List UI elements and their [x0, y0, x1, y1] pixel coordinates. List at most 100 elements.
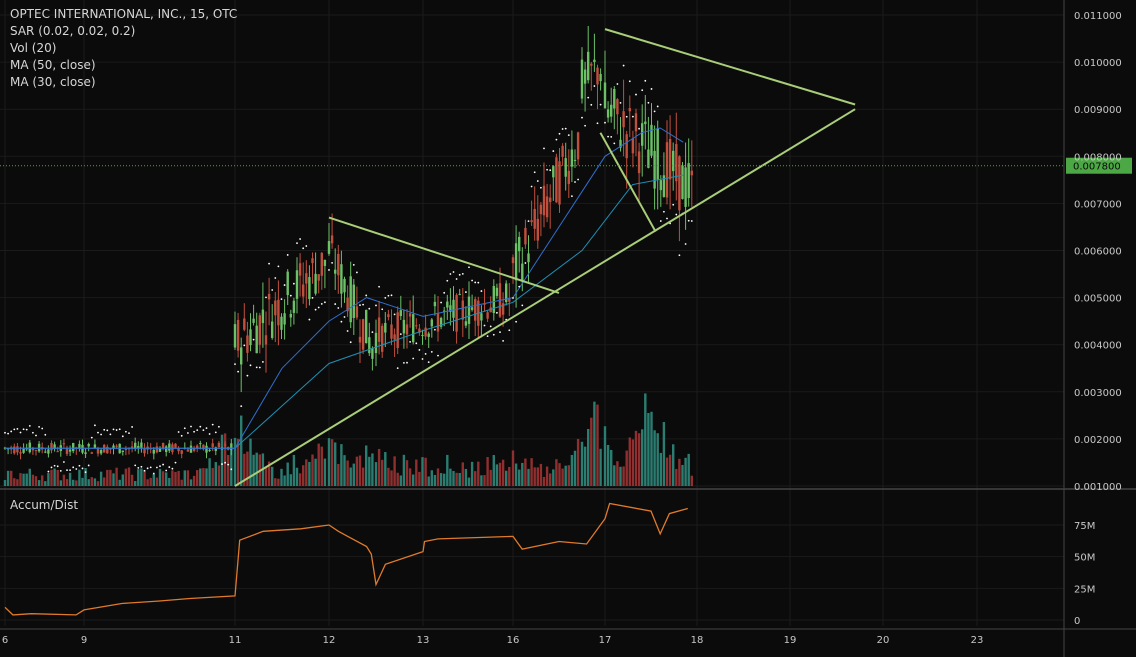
candle-body [634, 113, 638, 132]
volume-bar [158, 468, 162, 486]
sar-dot [84, 471, 87, 474]
candle-body [334, 269, 337, 274]
price-axis-tick-label: 0.007000 [1074, 199, 1122, 210]
candle-body [446, 301, 449, 308]
candle-body [255, 325, 258, 354]
volume-bar [295, 467, 299, 486]
candle-body [530, 220, 533, 223]
candle-body [656, 128, 659, 180]
candle-body [16, 446, 19, 453]
candle-body [390, 324, 393, 339]
sar-dot [678, 254, 681, 257]
sar-dot [574, 181, 576, 183]
volume-bar [264, 467, 268, 486]
sar-dot [162, 463, 165, 466]
candle-body [323, 259, 327, 266]
volume-bar [527, 468, 530, 486]
candle-body [50, 442, 53, 451]
sar-dot [558, 132, 561, 135]
sar-dot [659, 220, 662, 222]
candle-body [274, 300, 277, 316]
candle-body [470, 307, 474, 310]
candle-body [199, 443, 202, 445]
volume-bar [186, 470, 190, 486]
volume-bar [644, 393, 647, 486]
candle-body [590, 63, 593, 66]
candle-body [606, 109, 610, 118]
sar-dot [387, 294, 390, 297]
sar-dot [690, 220, 693, 222]
price-axis-tick-label: 0.008000 [1074, 152, 1122, 163]
candle-body [387, 314, 390, 318]
volume-bar [495, 464, 499, 486]
sar-dot [515, 320, 517, 323]
sar-dot [183, 427, 186, 430]
sar-dot [249, 364, 252, 367]
candle-body [545, 196, 549, 218]
sar-dot [149, 466, 152, 469]
volume-bar [390, 470, 393, 486]
sar-dot [337, 307, 340, 309]
volume-bar [631, 439, 635, 486]
sar-dot [286, 254, 289, 256]
volume-bar [334, 442, 337, 486]
candle-body [587, 51, 590, 81]
candle-body [616, 99, 619, 115]
volume-bar [271, 466, 274, 486]
candle-body [467, 296, 471, 324]
volume-bar [461, 462, 464, 486]
volume-bar [230, 446, 233, 486]
candle-body [405, 324, 409, 335]
volume-bar [521, 462, 524, 486]
candle-body [573, 159, 577, 161]
candle-body [690, 170, 693, 176]
volume-bar [675, 468, 678, 486]
sar-dot [549, 169, 552, 172]
sar-dot [619, 101, 622, 104]
sar-dot [421, 358, 424, 360]
sar-dot [409, 340, 411, 343]
sar-dot [221, 463, 223, 465]
candle-body [433, 301, 437, 307]
candle-body [402, 319, 406, 334]
volume-bar [552, 469, 555, 486]
volume-bar [99, 471, 103, 486]
candle-body [495, 287, 499, 296]
sar-dot [202, 429, 205, 432]
volume-bar [352, 463, 355, 486]
volume-bar [558, 463, 561, 486]
sar-dot [146, 467, 149, 470]
sar-dot [434, 328, 436, 331]
price-axis-tick-label: 0.011000 [1074, 11, 1122, 22]
indicator-sar: SAR (0.02, 0.02, 0.2) [10, 24, 136, 38]
sar-dot [243, 344, 246, 347]
sar-dot [47, 470, 50, 473]
candle-body [381, 325, 384, 352]
sar-dot [346, 330, 349, 332]
volume-bar [47, 473, 50, 486]
candle-body [152, 449, 155, 454]
volume-bar [436, 468, 440, 486]
sar-dot [452, 271, 455, 273]
sar-dot [390, 294, 393, 297]
volume-bar [690, 475, 693, 486]
candle-body [424, 327, 427, 337]
indicator-ma50: MA (50, close) [10, 58, 96, 72]
volume-bar [340, 444, 343, 486]
volume-bar [593, 401, 596, 486]
sar-dot [471, 279, 473, 282]
sar-dot [492, 333, 495, 336]
candle-body [361, 319, 365, 350]
volume-bar [492, 455, 495, 486]
volume-bar [365, 445, 368, 486]
volume-bar [217, 465, 221, 486]
sar-dot [486, 335, 489, 338]
trendline [599, 132, 657, 233]
volume-bar [152, 474, 155, 486]
sar-dot [622, 64, 625, 67]
volume-bar [75, 480, 78, 486]
sar-dot [320, 303, 323, 305]
volume-bar [474, 471, 477, 486]
